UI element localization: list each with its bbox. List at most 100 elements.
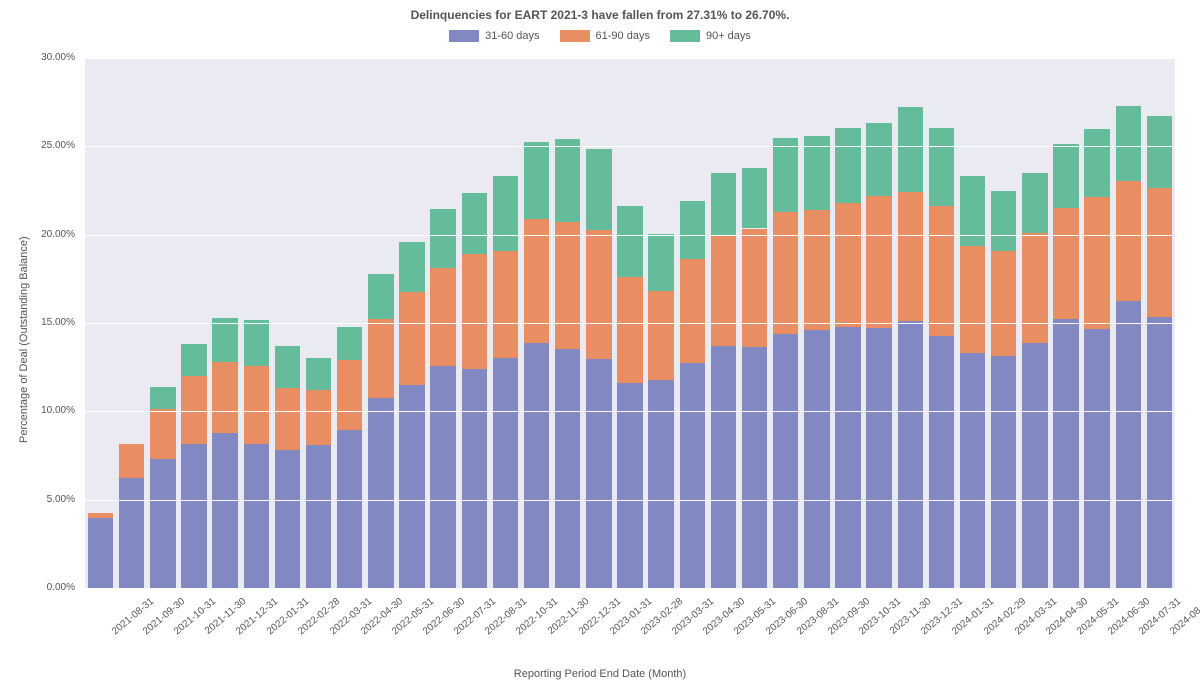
bar-61-90	[680, 259, 706, 362]
bar-31-60	[244, 444, 270, 588]
bar-90-plus	[462, 193, 488, 254]
legend-label: 61-90 days	[596, 30, 650, 42]
bar-31-60	[960, 353, 986, 588]
bar-61-90	[866, 196, 892, 329]
bar-90-plus	[960, 176, 986, 246]
bar-31-60	[275, 450, 301, 588]
bar-61-90	[835, 203, 861, 327]
bar-31-60	[617, 383, 643, 588]
bar-61-90	[306, 390, 332, 445]
bar-31-60	[399, 385, 425, 588]
bar-61-90	[586, 230, 612, 359]
bar-61-90	[150, 409, 176, 459]
bar-90-plus	[150, 387, 176, 409]
y-tick-label: 20.00%	[0, 229, 75, 240]
y-tick-label: 30.00%	[0, 52, 75, 63]
bar-31-60	[991, 356, 1017, 588]
bar-61-90	[742, 229, 768, 347]
bar-90-plus	[711, 173, 737, 236]
bar-61-90	[524, 219, 550, 344]
bar-61-90	[960, 246, 986, 353]
bar-31-60	[773, 334, 799, 588]
bar-61-90	[898, 192, 924, 321]
bar-90-plus	[337, 327, 363, 361]
bar-61-90	[462, 254, 488, 369]
bar-31-60	[88, 518, 114, 588]
bar-61-90	[368, 319, 394, 399]
bar-90-plus	[430, 209, 456, 268]
bar-61-90	[275, 388, 301, 450]
bar-31-60	[804, 330, 830, 588]
bar-61-90	[929, 206, 955, 337]
bar-90-plus	[648, 234, 674, 291]
bar-90-plus	[586, 149, 612, 230]
bar-90-plus	[275, 346, 301, 388]
bar-31-60	[368, 398, 394, 588]
bar-31-60	[1116, 301, 1142, 588]
bar-90-plus	[742, 168, 768, 228]
bar-31-60	[1053, 319, 1079, 588]
bar-61-90	[773, 212, 799, 334]
bar-31-60	[119, 478, 145, 588]
bar-90-plus	[1022, 173, 1048, 233]
bar-31-60	[680, 363, 706, 588]
chart-container: Delinquencies for EART 2021-3 have falle…	[0, 0, 1200, 700]
bar-61-90	[1147, 188, 1173, 317]
y-tick-label: 15.00%	[0, 317, 75, 328]
gridline	[85, 588, 1175, 589]
legend: 31-60 days61-90 days90+ days	[0, 30, 1200, 45]
bar-90-plus	[617, 206, 643, 278]
bar-90-plus	[929, 128, 955, 206]
bar-31-60	[306, 445, 332, 588]
bar-90-plus	[368, 274, 394, 319]
bar-61-90	[212, 362, 238, 434]
bar-90-plus	[212, 318, 238, 362]
bar-31-60	[742, 347, 768, 588]
bar-31-60	[150, 459, 176, 588]
legend-swatch	[449, 30, 479, 42]
y-tick-label: 10.00%	[0, 405, 75, 416]
x-axis-label: Reporting Period End Date (Month)	[0, 668, 1200, 680]
bar-61-90	[399, 292, 425, 385]
legend-item: 31-60 days	[449, 30, 539, 42]
legend-swatch	[670, 30, 700, 42]
gridline	[85, 58, 1175, 59]
bar-31-60	[462, 369, 488, 588]
bar-31-60	[1147, 317, 1173, 588]
bar-90-plus	[181, 344, 207, 376]
bar-61-90	[617, 277, 643, 383]
bar-61-90	[119, 444, 145, 478]
bar-61-90	[1022, 233, 1048, 343]
bar-90-plus	[493, 176, 519, 250]
legend-item: 61-90 days	[560, 30, 650, 42]
bar-61-90	[1116, 181, 1142, 301]
bar-61-90	[493, 251, 519, 359]
bar-31-60	[929, 336, 955, 588]
bar-90-plus	[306, 358, 332, 390]
y-tick-label: 0.00%	[0, 582, 75, 593]
bar-31-60	[212, 433, 238, 588]
bar-90-plus	[244, 320, 270, 366]
bar-31-60	[866, 328, 892, 588]
bar-90-plus	[1053, 144, 1079, 208]
bar-31-60	[524, 343, 550, 588]
bar-61-90	[1084, 197, 1110, 330]
legend-label: 31-60 days	[485, 30, 539, 42]
bar-90-plus	[835, 128, 861, 203]
bar-90-plus	[399, 242, 425, 292]
bar-61-90	[181, 376, 207, 444]
chart-title: Delinquencies for EART 2021-3 have falle…	[0, 8, 1200, 22]
bar-31-60	[711, 346, 737, 588]
bar-61-90	[337, 360, 363, 430]
bar-31-60	[337, 430, 363, 588]
bar-31-60	[493, 358, 519, 588]
y-tick-label: 5.00%	[0, 494, 75, 505]
bar-61-90	[430, 268, 456, 366]
bar-31-60	[555, 349, 581, 588]
bar-61-90	[244, 366, 270, 444]
bar-61-90	[711, 236, 737, 346]
bar-90-plus	[1147, 116, 1173, 188]
bar-61-90	[555, 222, 581, 348]
gridline	[85, 323, 1175, 324]
bar-90-plus	[1084, 129, 1110, 197]
